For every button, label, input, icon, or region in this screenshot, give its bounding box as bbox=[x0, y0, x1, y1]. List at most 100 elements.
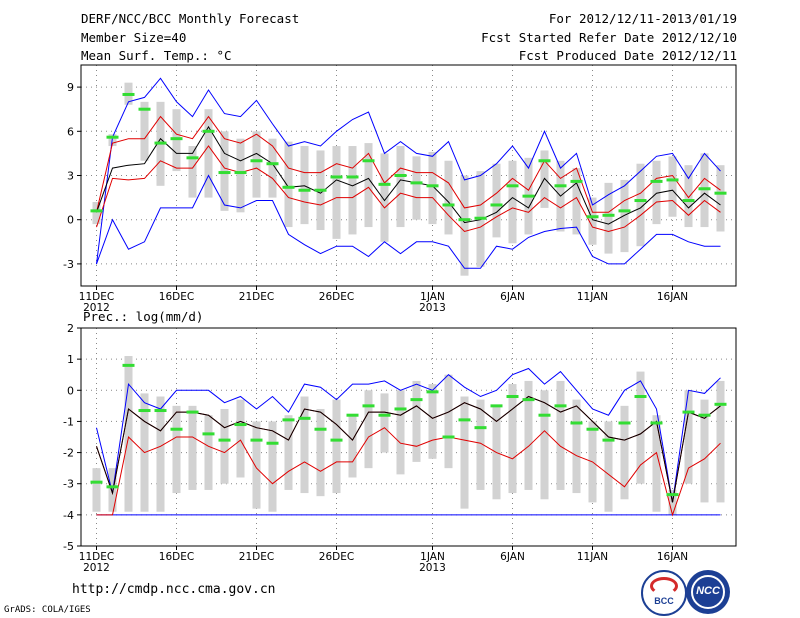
median-marker bbox=[426, 184, 439, 188]
median-marker bbox=[378, 413, 391, 417]
member-spread-box bbox=[604, 421, 613, 512]
variable-label: Mean Surf. Temp.: °C bbox=[81, 48, 232, 63]
member-spread-box bbox=[284, 141, 293, 228]
member-spread-box bbox=[556, 380, 565, 490]
median-marker bbox=[90, 480, 103, 484]
member-spread-box bbox=[588, 197, 597, 245]
x-tick-year: 2012 bbox=[83, 562, 110, 574]
median-marker bbox=[570, 179, 583, 183]
median-marker bbox=[442, 435, 455, 439]
median-marker bbox=[154, 409, 167, 413]
ensemble-max-line bbox=[96, 367, 721, 503]
median-marker bbox=[330, 438, 343, 442]
x-tick-label: 6JAN bbox=[500, 291, 525, 303]
member-spread-box bbox=[476, 399, 485, 490]
member-spread-box bbox=[332, 146, 341, 239]
median-marker bbox=[186, 156, 199, 160]
median-marker bbox=[426, 390, 439, 394]
x-tick-label: 21DEC bbox=[239, 291, 274, 303]
median-marker bbox=[298, 188, 311, 192]
lower-band-line bbox=[96, 145, 721, 233]
lower-band-line bbox=[96, 427, 721, 517]
fcst-produced-date: Fcst Produced Date 2012/12/11 bbox=[518, 48, 737, 63]
median-marker bbox=[90, 209, 103, 213]
bcc-swirl-icon bbox=[650, 577, 678, 595]
median-marker bbox=[298, 416, 311, 420]
median-marker bbox=[234, 171, 247, 175]
median-marker bbox=[250, 438, 263, 442]
member-spread-box bbox=[188, 405, 197, 490]
ensemble-max-line bbox=[96, 77, 721, 264]
median-marker bbox=[554, 404, 567, 408]
median-marker bbox=[490, 404, 503, 408]
x-tick-label: 1JAN bbox=[420, 291, 445, 303]
median-marker bbox=[282, 185, 295, 189]
median-marker bbox=[618, 209, 631, 213]
member-spread-box bbox=[236, 138, 245, 213]
y-tick-label: 9 bbox=[67, 81, 74, 94]
median-marker bbox=[538, 413, 551, 417]
member-spread-box bbox=[92, 468, 101, 512]
median-marker bbox=[682, 410, 695, 414]
median-marker bbox=[394, 174, 407, 177]
x-tick-label: 26DEC bbox=[319, 551, 354, 563]
median-marker bbox=[570, 421, 583, 425]
median-marker bbox=[538, 159, 551, 163]
panel-1 bbox=[77, 64, 737, 290]
member-spread-box bbox=[652, 415, 661, 512]
member-spread-box bbox=[700, 399, 709, 503]
panel-2-title: Prec.: log(mm/d) bbox=[83, 309, 203, 324]
member-spread-box bbox=[620, 179, 629, 253]
source-url[interactable]: http://cmdp.ncc.cma.gov.cn bbox=[72, 582, 276, 597]
median-marker bbox=[202, 432, 215, 436]
x-tick-label: 21DEC bbox=[239, 551, 274, 563]
y-tick-label: 3 bbox=[67, 170, 74, 183]
median-marker bbox=[458, 418, 471, 422]
x-tick-year: 2012 bbox=[83, 302, 110, 314]
ensemble-mean-line bbox=[96, 395, 721, 503]
member-spread-box bbox=[268, 421, 277, 512]
globe-icon bbox=[691, 575, 725, 609]
member-spread-box bbox=[620, 405, 629, 500]
median-marker bbox=[106, 135, 119, 139]
plot-frame bbox=[80, 327, 737, 547]
member-spread-box bbox=[92, 202, 101, 225]
member-spread-box bbox=[364, 143, 373, 228]
median-marker bbox=[202, 129, 215, 133]
median-marker bbox=[666, 493, 679, 497]
median-marker bbox=[122, 92, 135, 96]
member-spread-box bbox=[412, 380, 421, 462]
median-marker bbox=[506, 395, 519, 399]
median-marker bbox=[186, 410, 199, 414]
y-tick-label: 0 bbox=[67, 214, 74, 227]
y-tick-label: -4 bbox=[63, 509, 74, 522]
median-marker bbox=[394, 407, 407, 411]
ensemble-min-line bbox=[96, 174, 721, 269]
median-marker bbox=[410, 181, 423, 185]
ensemble-mean-line bbox=[96, 125, 721, 225]
x-tick-label: 11JAN bbox=[577, 291, 608, 303]
y-tick-label: -3 bbox=[63, 258, 74, 271]
median-marker bbox=[250, 159, 263, 163]
member-spread-box bbox=[380, 153, 389, 242]
median-marker bbox=[602, 213, 615, 217]
x-tick-label: 11DEC bbox=[79, 291, 114, 303]
median-marker bbox=[714, 402, 727, 406]
member-spread-box bbox=[428, 151, 437, 225]
y-tick-label: -1 bbox=[63, 415, 74, 428]
median-marker bbox=[666, 178, 679, 182]
member-spread-box bbox=[300, 396, 309, 494]
member-spread-box bbox=[348, 415, 357, 478]
x-tick-label: 11DEC bbox=[79, 551, 114, 563]
member-spread-box bbox=[636, 371, 645, 484]
median-marker bbox=[410, 398, 423, 402]
member-spread-box bbox=[172, 405, 181, 494]
member-spread-box bbox=[652, 160, 661, 225]
median-marker bbox=[218, 438, 231, 442]
median-marker bbox=[234, 423, 247, 427]
member-spread-box bbox=[684, 165, 693, 228]
x-tick-label: 16JAN bbox=[657, 551, 688, 563]
median-marker bbox=[586, 215, 599, 219]
member-spread-box bbox=[508, 160, 517, 244]
median-marker bbox=[170, 427, 183, 431]
